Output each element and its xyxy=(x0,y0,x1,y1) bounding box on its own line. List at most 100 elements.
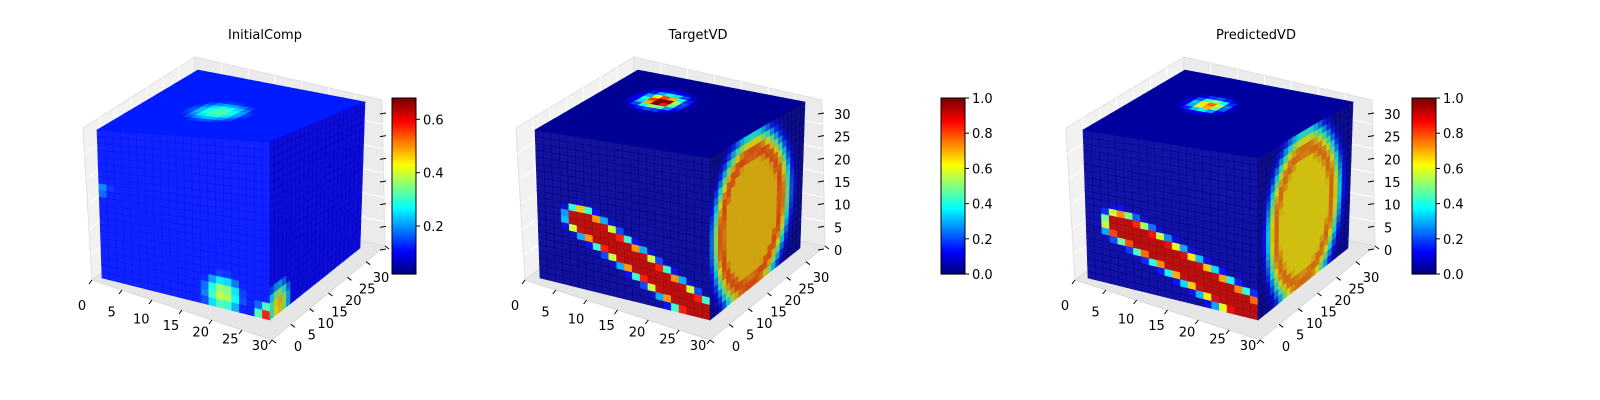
voxel-cell xyxy=(191,136,200,145)
y-tick-mark xyxy=(290,323,296,328)
voxel-cell xyxy=(230,185,240,196)
voxel-cell xyxy=(183,135,192,145)
colorbar-segment xyxy=(392,103,416,108)
colorbar-segment xyxy=(392,153,416,158)
voxel-cell xyxy=(113,178,123,188)
z-tick-label: 0 xyxy=(1384,244,1392,259)
colorbar-segment xyxy=(392,156,416,161)
x-tick-label: 20 xyxy=(1179,326,1196,341)
voxel-cell xyxy=(159,141,169,150)
voxel-cell xyxy=(230,146,239,156)
z-tick-label: 20 xyxy=(834,153,851,168)
x-tick-label: 0 xyxy=(78,299,86,314)
colorbar-segment xyxy=(392,183,416,187)
panel-title: TargetVD xyxy=(667,28,727,43)
voxel-cell xyxy=(230,193,240,203)
voxel-cell xyxy=(254,204,263,215)
colorbar-segment xyxy=(392,100,416,105)
voxel-cell xyxy=(207,167,216,177)
voxel-cell xyxy=(355,240,361,252)
colorbar-tick-label: 0.8 xyxy=(1443,127,1464,142)
colorbar-segment xyxy=(392,127,416,131)
colorbar-segment xyxy=(392,194,416,199)
voxel-cell xyxy=(176,179,185,189)
z-axis-ticks xyxy=(379,112,387,251)
x-tick-mark xyxy=(268,339,273,345)
colorbar-tick-label: 0.0 xyxy=(972,268,993,283)
voxel-cell xyxy=(246,219,255,229)
voxel-cell xyxy=(96,136,106,145)
colorbar-segment xyxy=(392,244,416,249)
z-tick-mark xyxy=(379,135,387,138)
voxel-cell xyxy=(254,196,263,207)
voxel-cell xyxy=(143,132,153,142)
colorbar-segment xyxy=(392,124,416,128)
cube-face-top xyxy=(534,69,806,159)
colorbar-segment xyxy=(392,142,416,146)
voxel-cell xyxy=(261,181,271,191)
voxel-cell xyxy=(655,299,664,309)
z-tick-label: 15 xyxy=(834,176,851,191)
voxel-cell xyxy=(162,285,172,296)
voxel-cell xyxy=(191,158,200,168)
voxel-cell xyxy=(230,162,239,172)
voxel-cell xyxy=(222,200,232,210)
voxel-cell xyxy=(128,131,137,141)
voxel-cell xyxy=(105,157,115,166)
voxel-cell xyxy=(183,157,193,167)
voxel-cell xyxy=(216,298,225,309)
voxel-cell xyxy=(701,310,711,321)
voxel-cell xyxy=(253,164,263,174)
voxel-cell xyxy=(136,160,146,170)
voxel-cell xyxy=(647,297,657,307)
voxel-cell xyxy=(97,156,107,165)
voxel-cell xyxy=(112,130,122,139)
voxel-cell xyxy=(121,165,130,175)
colorbar-segment xyxy=(392,227,416,231)
colorbar-segment xyxy=(392,206,416,211)
voxel-cell xyxy=(160,191,170,201)
cube-face-front xyxy=(534,129,711,321)
voxel-cell xyxy=(230,216,240,227)
voxel-cell xyxy=(678,304,688,315)
z-tick-label: 30 xyxy=(834,108,851,123)
voxel-cell xyxy=(206,160,216,170)
voxel-cell xyxy=(254,212,263,223)
voxel-cell xyxy=(199,181,209,192)
colorbar-tick-label: 1.0 xyxy=(1443,92,1464,107)
voxel-cell xyxy=(231,302,240,313)
voxel-cell xyxy=(207,175,216,185)
voxel-cell xyxy=(261,221,271,232)
x-tick-mark xyxy=(238,329,243,335)
voxel-cell xyxy=(167,149,177,158)
voxel-cell xyxy=(222,176,232,187)
colorbar-segment xyxy=(392,262,416,266)
voxel-cell xyxy=(230,208,240,219)
voxel-cell xyxy=(147,282,156,292)
voxel-cell xyxy=(175,171,185,181)
voxel-cell xyxy=(128,152,138,162)
voxel-cell xyxy=(1149,285,1158,296)
colorbar-segment xyxy=(392,171,416,175)
voxel-cell xyxy=(238,194,248,204)
y-tick-label: 0 xyxy=(1282,340,1290,355)
voxel-cell xyxy=(246,163,255,174)
voxel-cell xyxy=(120,131,129,140)
voxel-cell xyxy=(159,134,169,143)
voxel-cell xyxy=(199,197,209,207)
z-tick-label: 5 xyxy=(1384,221,1392,236)
voxel-cell xyxy=(199,159,208,169)
x-tick-label: 0 xyxy=(511,299,519,314)
voxel-cell xyxy=(175,142,185,152)
colorbar-tick-label: 1.0 xyxy=(972,92,993,107)
voxel-cell xyxy=(97,143,106,152)
voxel-cell xyxy=(1218,302,1228,313)
x-axis-ticks: 0 5 10 15 20 25 30 xyxy=(78,279,273,354)
voxel-cell xyxy=(199,166,208,176)
voxel-cell xyxy=(167,134,177,144)
voxel-cell xyxy=(120,145,130,154)
colorbar-segment xyxy=(392,144,416,149)
y-tick-label: 5 xyxy=(1296,329,1304,344)
